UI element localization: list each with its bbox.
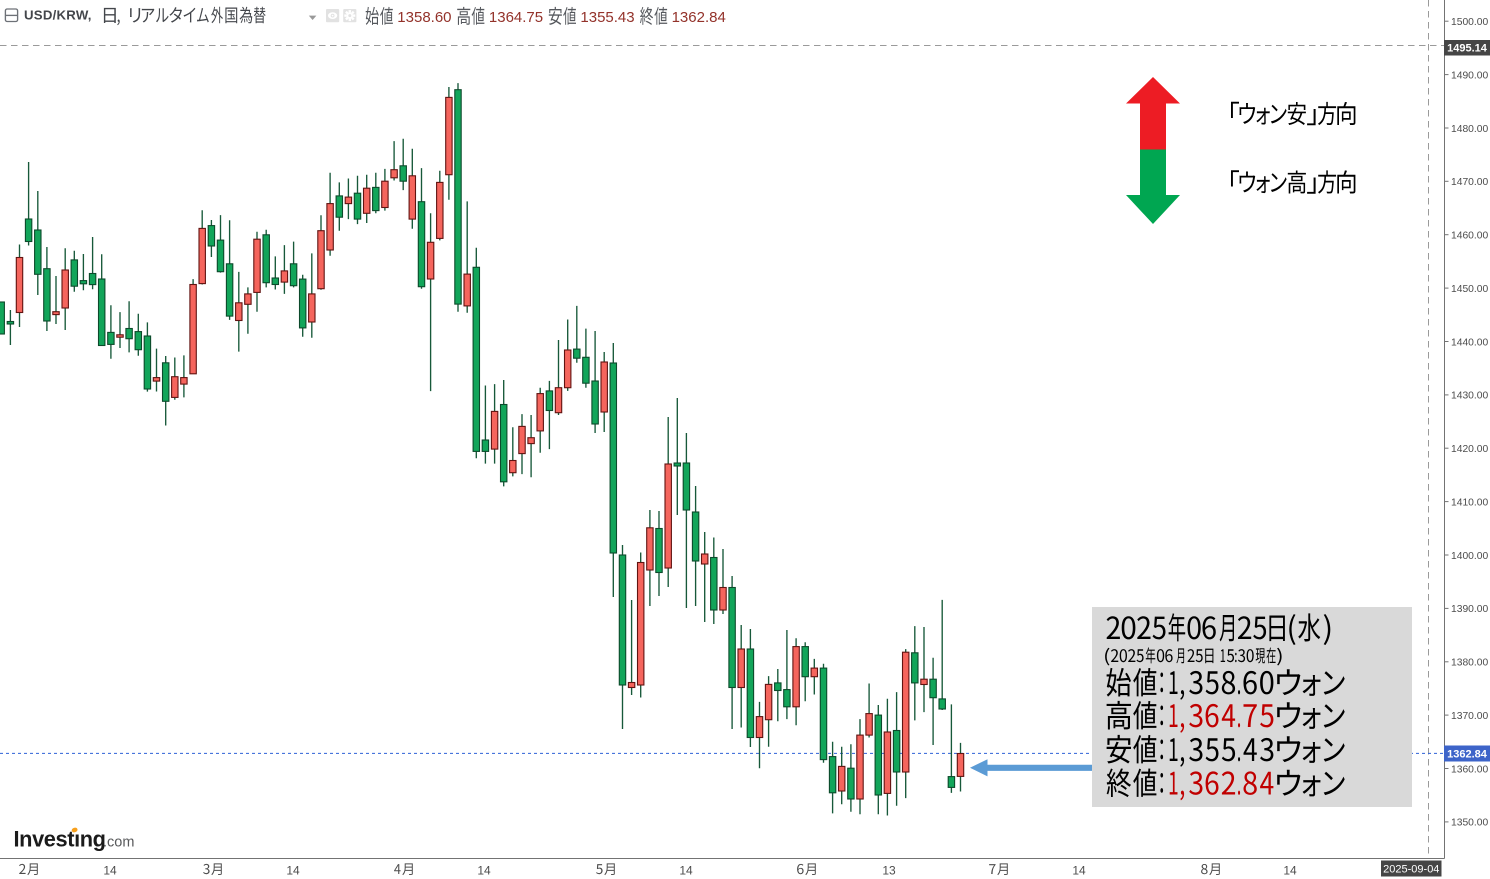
svg-text:1500.00: 1500.00	[1451, 17, 1488, 28]
svg-text:14: 14	[103, 864, 117, 878]
svg-text:2025-09-04: 2025-09-04	[1383, 864, 1439, 876]
svg-text:1450.00: 1450.00	[1451, 284, 1488, 295]
svg-text:1470.00: 1470.00	[1451, 177, 1488, 188]
svg-text:1362.84: 1362.84	[672, 9, 726, 26]
svg-text:Investıng: Investıng	[14, 827, 106, 852]
svg-text:1430.00: 1430.00	[1451, 391, 1488, 402]
svg-text:USD/KRW,: USD/KRW,	[24, 8, 92, 23]
svg-text:1380.00: 1380.00	[1451, 658, 1488, 669]
svg-text:1360.00: 1360.00	[1451, 764, 1488, 775]
svg-text:1362.84: 1362.84	[1447, 749, 1488, 761]
svg-text:14: 14	[477, 864, 491, 878]
svg-text:1358.60: 1358.60	[397, 9, 451, 26]
svg-text:1440.00: 1440.00	[1451, 337, 1488, 348]
svg-text:1420.00: 1420.00	[1451, 444, 1488, 455]
svg-text:14: 14	[1283, 864, 1297, 878]
svg-text:1350.00: 1350.00	[1451, 818, 1488, 829]
svg-text:1364.75: 1364.75	[489, 9, 543, 26]
svg-text:1390.00: 1390.00	[1451, 604, 1488, 615]
svg-text:.com: .com	[103, 835, 134, 851]
svg-text:14: 14	[1072, 864, 1086, 878]
svg-text:1400.00: 1400.00	[1451, 551, 1488, 562]
svg-text:1495.14: 1495.14	[1447, 43, 1488, 55]
svg-text:1355.43: 1355.43	[580, 9, 634, 26]
svg-text:14: 14	[286, 864, 300, 878]
svg-text:13: 13	[882, 864, 896, 878]
svg-text:1490.00: 1490.00	[1451, 70, 1488, 81]
svg-text:1370.00: 1370.00	[1451, 711, 1488, 722]
svg-text:14: 14	[679, 864, 693, 878]
svg-text:1410.00: 1410.00	[1451, 497, 1488, 508]
svg-text:1480.00: 1480.00	[1451, 124, 1488, 135]
svg-text:1460.00: 1460.00	[1451, 231, 1488, 242]
